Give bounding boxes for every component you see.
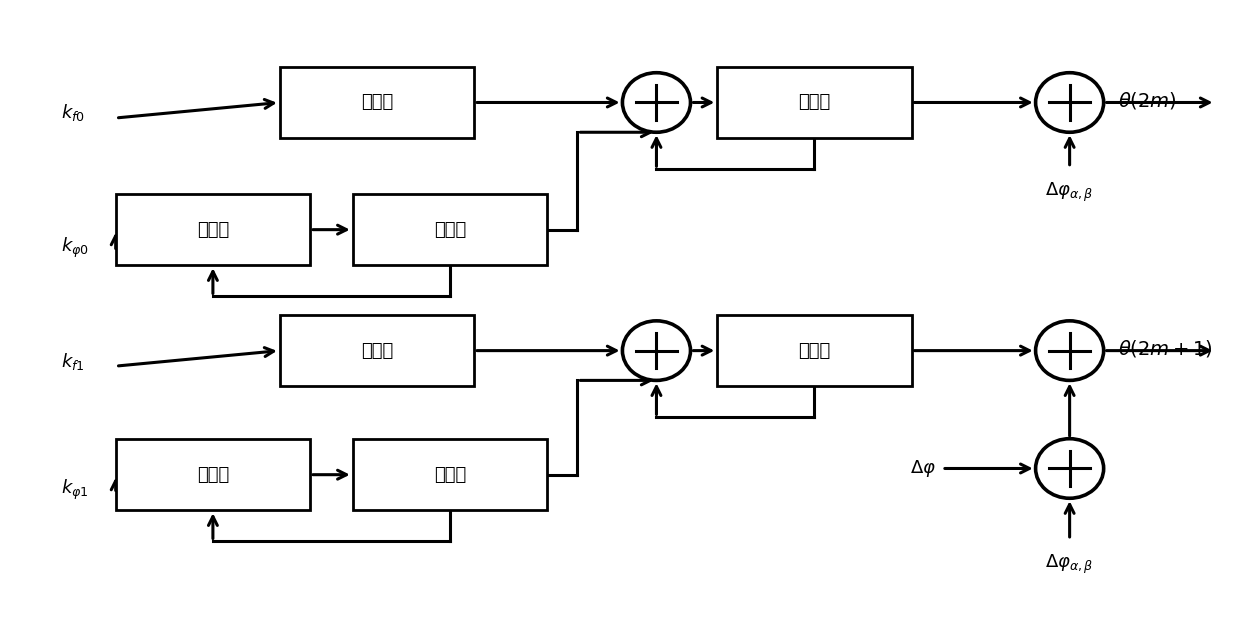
Text: 寄存器: 寄存器: [197, 221, 229, 239]
Text: $k_{\varphi 1}$: $k_{\varphi 1}$: [61, 478, 88, 502]
Text: $\Delta\varphi_{\alpha,\beta}$: $\Delta\varphi_{\alpha,\beta}$: [1045, 181, 1094, 204]
Text: $\theta(2m+1)$: $\theta(2m+1)$: [1118, 338, 1213, 360]
Bar: [280, 67, 474, 138]
Text: $k_{f0}$: $k_{f0}$: [61, 103, 86, 123]
Ellipse shape: [1035, 73, 1104, 132]
Ellipse shape: [622, 321, 691, 380]
Text: $\theta(2m)$: $\theta(2m)$: [1118, 90, 1177, 111]
Bar: [717, 67, 911, 138]
Text: $\Delta\varphi$: $\Delta\varphi$: [910, 458, 936, 479]
Text: $k_{f1}$: $k_{f1}$: [61, 351, 84, 372]
Bar: [115, 194, 310, 265]
Bar: [352, 194, 547, 265]
Bar: [717, 315, 911, 386]
Text: 寄存器: 寄存器: [197, 466, 229, 484]
Text: $k_{\varphi 0}$: $k_{\varphi 0}$: [61, 236, 89, 260]
Text: 累加器: 累加器: [434, 466, 466, 484]
Text: 累加器: 累加器: [799, 94, 831, 111]
Ellipse shape: [1035, 321, 1104, 380]
Ellipse shape: [622, 73, 691, 132]
Text: $\Delta\varphi_{\alpha,\beta}$: $\Delta\varphi_{\alpha,\beta}$: [1045, 553, 1094, 576]
Bar: [115, 439, 310, 510]
Bar: [280, 315, 474, 386]
Ellipse shape: [1035, 439, 1104, 498]
Text: 累加器: 累加器: [434, 221, 466, 239]
Text: 寄存器: 寄存器: [361, 342, 393, 360]
Bar: [352, 439, 547, 510]
Text: 累加器: 累加器: [799, 342, 831, 360]
Text: 寄存器: 寄存器: [361, 94, 393, 111]
